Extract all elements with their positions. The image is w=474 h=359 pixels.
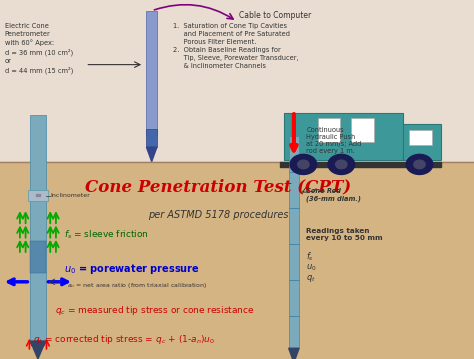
Text: Readings taken
every 10 to 50 mm: Readings taken every 10 to 50 mm <box>306 228 383 241</box>
Bar <box>351 118 374 142</box>
Bar <box>30 241 46 273</box>
Text: 1.  Saturation of Cone Tip Cavities
     and Placement of Pre Saturated
     Por: 1. Saturation of Cone Tip Cavities and P… <box>173 23 299 69</box>
Polygon shape <box>289 348 299 359</box>
Bar <box>0 162 474 359</box>
Bar <box>280 162 441 167</box>
Bar <box>318 118 340 142</box>
Text: Continuous
Hydraulic Push
at 20 mm/s; Add
rod every 1 m.: Continuous Hydraulic Push at 20 mm/s; Ad… <box>306 127 362 154</box>
Bar <box>0 0 474 162</box>
Text: Cone Penetration Test (CPT): Cone Penetration Test (CPT) <box>85 178 351 195</box>
Bar <box>36 194 40 196</box>
Circle shape <box>336 160 347 169</box>
Bar <box>284 113 403 160</box>
Circle shape <box>290 154 317 174</box>
Polygon shape <box>30 341 46 359</box>
Text: $q_c$ = measured tip stress or cone resistance: $q_c$ = measured tip stress or cone resi… <box>55 304 255 317</box>
Circle shape <box>414 160 425 169</box>
Text: $f_s$: $f_s$ <box>306 251 314 263</box>
Bar <box>146 11 157 136</box>
Text: $a_n$ = net area ratio (from triaxial calibration): $a_n$ = net area ratio (from triaxial ca… <box>67 281 207 290</box>
Text: $u_0$: $u_0$ <box>306 262 317 273</box>
Text: $q_t$ = corrected tip stress = $q_c$ + (1-$a_n$)$u_0$: $q_t$ = corrected tip stress = $q_c$ + (… <box>33 333 215 346</box>
Text: per ASTMD 5178 procedures: per ASTMD 5178 procedures <box>148 210 288 220</box>
Text: Electric Cone
Penetrometer
with 60° Apex:
d = 36 mm (10 cm²)
or
d = 44 mm (15 cm: Electric Cone Penetrometer with 60° Apex… <box>5 23 73 74</box>
Text: $u_0$ = porewater pressure: $u_0$ = porewater pressure <box>64 262 201 276</box>
Circle shape <box>406 154 433 174</box>
Bar <box>30 115 46 341</box>
Text: $f_s$ = sleeve friction: $f_s$ = sleeve friction <box>64 229 149 241</box>
Text: Cable to Computer: Cable to Computer <box>239 11 311 20</box>
Text: $q_t$: $q_t$ <box>306 273 316 284</box>
Circle shape <box>328 154 355 174</box>
Circle shape <box>298 160 309 169</box>
Bar <box>409 130 432 145</box>
Bar <box>403 124 441 160</box>
Bar <box>28 190 48 201</box>
Bar <box>146 129 157 147</box>
Bar <box>289 136 299 348</box>
Polygon shape <box>146 147 157 162</box>
Text: Cone Rod
(36-mm diam.): Cone Rod (36-mm diam.) <box>306 188 361 202</box>
Text: Inclinometer: Inclinometer <box>50 193 90 198</box>
